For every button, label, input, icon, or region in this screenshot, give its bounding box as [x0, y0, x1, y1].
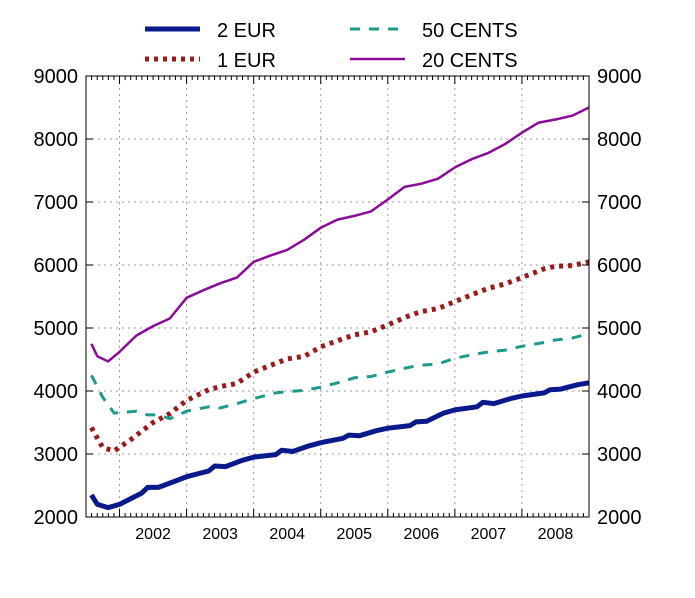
legend-label: 50 CENTS — [422, 20, 518, 42]
legend: 2 EUR 1 EUR 50 CENTS 20 CENTS — [145, 20, 518, 72]
x-tick-label-year: 2006 — [404, 526, 440, 543]
grid-lines — [86, 76, 589, 517]
series-line-50-cents — [90, 332, 590, 421]
x-tick-label-year: 2002 — [135, 526, 171, 543]
y-tick-label-right: 9000 — [597, 66, 642, 88]
y-tick-label-left: 9000 — [34, 66, 79, 88]
legend-label: 20 CENTS — [422, 50, 518, 72]
series-lines — [89, 106, 590, 511]
plot-frame — [85, 75, 590, 518]
x-tick-label-year: 2008 — [538, 526, 574, 543]
y-tick-label-right: 5000 — [597, 318, 642, 340]
y-tick-label-left: 5000 — [34, 318, 79, 340]
y-tick-label-left: 6000 — [34, 255, 79, 277]
legend-label: 1 EUR — [217, 50, 276, 72]
x-tick-label-year: 2007 — [471, 526, 507, 543]
y-tick-label-left: 3000 — [34, 444, 79, 466]
y-tick-label-right: 2000 — [597, 507, 642, 529]
y-tick-label-left: 8000 — [34, 129, 79, 151]
series-line-2-eur — [89, 380, 590, 511]
y-tick-label-left: 2000 — [34, 507, 79, 529]
y-tick-label-left: 4000 — [34, 381, 79, 403]
legend-label: 2 EUR — [217, 20, 276, 42]
series-line-1-eur — [89, 259, 590, 454]
series-line-20-cents — [90, 106, 590, 363]
x-tick-label-year: 2003 — [202, 526, 238, 543]
x-tick-label-year: 2004 — [269, 526, 305, 543]
y-tick-label-right: 4000 — [597, 381, 642, 403]
y-tick-label-right: 7000 — [597, 192, 642, 214]
tick-labels: 2000 2000 3000 3000 4000 4000 5000 5000 6000 6000… — [34, 66, 642, 543]
y-tick-label-right: 6000 — [597, 255, 642, 277]
axis-ticks — [86, 75, 589, 518]
y-tick-label-right: 3000 — [597, 444, 642, 466]
x-tick-label-year: 2005 — [336, 526, 372, 543]
y-tick-label-left: 7000 — [34, 192, 79, 214]
y-tick-label-right: 8000 — [597, 129, 642, 151]
